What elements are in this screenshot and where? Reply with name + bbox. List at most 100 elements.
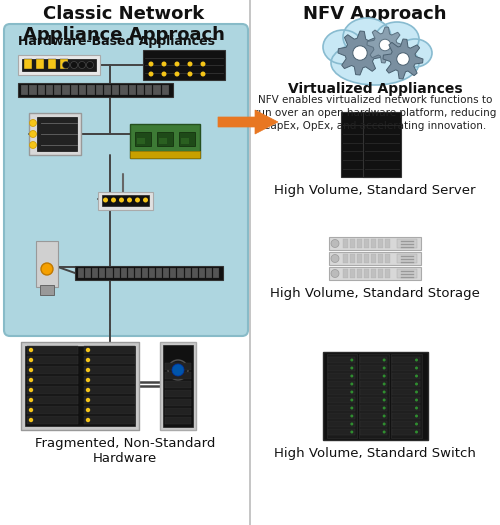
Bar bbox=[46, 85, 53, 95]
Circle shape bbox=[382, 423, 386, 425]
Circle shape bbox=[382, 383, 386, 385]
Bar bbox=[27, 396, 78, 404]
Circle shape bbox=[29, 398, 33, 402]
Bar bbox=[178, 268, 184, 278]
Bar bbox=[391, 354, 422, 438]
Bar bbox=[114, 268, 119, 278]
Circle shape bbox=[397, 52, 409, 65]
Bar bbox=[143, 50, 225, 80]
Bar bbox=[360, 381, 387, 387]
Bar bbox=[392, 413, 419, 419]
Bar bbox=[27, 376, 78, 384]
Bar bbox=[360, 429, 387, 435]
Bar bbox=[157, 132, 173, 146]
Bar bbox=[328, 421, 355, 427]
Bar bbox=[27, 416, 78, 424]
Bar bbox=[163, 268, 170, 278]
Circle shape bbox=[174, 71, 180, 77]
Circle shape bbox=[143, 197, 148, 203]
Text: Virtualized Appliances: Virtualized Appliances bbox=[288, 82, 463, 96]
Bar bbox=[385, 254, 390, 263]
Bar bbox=[360, 397, 387, 403]
Bar bbox=[184, 268, 190, 278]
Bar bbox=[25, 346, 135, 426]
Circle shape bbox=[78, 61, 86, 68]
Bar bbox=[120, 85, 128, 95]
Bar bbox=[120, 268, 126, 278]
Circle shape bbox=[30, 131, 36, 138]
Text: NFV Approach: NFV Approach bbox=[303, 5, 447, 23]
Bar bbox=[165, 381, 191, 388]
Bar bbox=[343, 239, 348, 248]
Bar bbox=[92, 268, 98, 278]
Circle shape bbox=[415, 398, 418, 402]
Bar bbox=[322, 352, 428, 440]
Circle shape bbox=[350, 406, 354, 410]
Circle shape bbox=[350, 415, 354, 417]
Bar bbox=[159, 138, 167, 144]
Bar bbox=[329, 237, 421, 250]
Circle shape bbox=[331, 239, 339, 247]
Circle shape bbox=[86, 378, 90, 382]
Circle shape bbox=[62, 61, 70, 68]
Circle shape bbox=[29, 358, 33, 362]
Circle shape bbox=[382, 359, 386, 362]
Circle shape bbox=[29, 378, 33, 382]
Bar bbox=[328, 365, 355, 371]
Circle shape bbox=[350, 383, 354, 385]
Bar bbox=[142, 268, 148, 278]
Bar bbox=[130, 124, 200, 158]
Circle shape bbox=[382, 374, 386, 377]
Circle shape bbox=[86, 408, 90, 412]
Text: Hardware-Based Appliances: Hardware-Based Appliances bbox=[18, 35, 215, 48]
Bar bbox=[84, 406, 135, 414]
Circle shape bbox=[200, 71, 205, 77]
Circle shape bbox=[415, 423, 418, 425]
Circle shape bbox=[70, 61, 78, 68]
Bar bbox=[36, 241, 58, 287]
Bar bbox=[165, 390, 191, 397]
Bar bbox=[360, 421, 387, 427]
Bar bbox=[135, 268, 141, 278]
Circle shape bbox=[415, 391, 418, 394]
Bar bbox=[145, 85, 152, 95]
Circle shape bbox=[382, 430, 386, 434]
Bar bbox=[84, 356, 135, 364]
Bar bbox=[84, 366, 135, 374]
Circle shape bbox=[30, 120, 36, 127]
Bar bbox=[371, 269, 376, 278]
Bar bbox=[78, 268, 84, 278]
Bar bbox=[392, 429, 419, 435]
Circle shape bbox=[86, 398, 90, 402]
Circle shape bbox=[350, 391, 354, 394]
Bar bbox=[21, 342, 139, 430]
Bar bbox=[128, 85, 136, 95]
Bar bbox=[162, 85, 169, 95]
Bar bbox=[392, 405, 419, 411]
Circle shape bbox=[382, 415, 386, 417]
Bar bbox=[350, 254, 355, 263]
Bar bbox=[48, 59, 56, 69]
Circle shape bbox=[353, 46, 367, 60]
Bar bbox=[85, 268, 91, 278]
Circle shape bbox=[168, 360, 188, 380]
Bar bbox=[181, 138, 189, 144]
Bar bbox=[392, 357, 419, 363]
Bar bbox=[30, 85, 36, 95]
Circle shape bbox=[382, 391, 386, 394]
Bar bbox=[371, 239, 376, 248]
Bar bbox=[357, 254, 362, 263]
Bar bbox=[160, 342, 196, 430]
Bar bbox=[350, 269, 355, 278]
Bar bbox=[84, 346, 135, 354]
Bar bbox=[192, 268, 198, 278]
Bar bbox=[165, 408, 191, 415]
Circle shape bbox=[135, 197, 140, 203]
Circle shape bbox=[86, 388, 90, 392]
Circle shape bbox=[415, 415, 418, 417]
Bar bbox=[96, 85, 103, 95]
Bar bbox=[363, 112, 401, 177]
Polygon shape bbox=[367, 27, 403, 63]
Circle shape bbox=[30, 142, 36, 149]
Bar bbox=[392, 365, 419, 371]
